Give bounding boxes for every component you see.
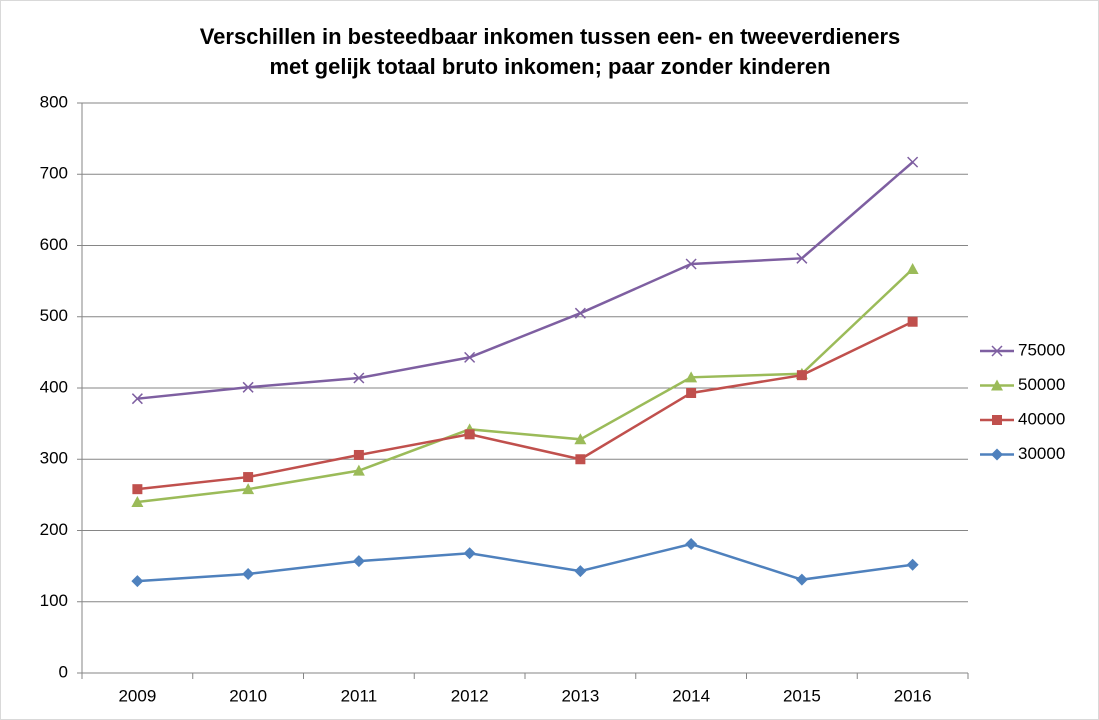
marker [992,415,1002,425]
marker [907,156,919,168]
x-tick-label: 2016 [894,686,932,705]
x-tick-label: 2015 [783,686,821,705]
chart-title: Verschillen in besteedbaar inkomen tusse… [200,24,901,49]
x-tick-label: 2009 [118,686,156,705]
marker [574,565,587,578]
marker [796,370,807,381]
marker [131,496,144,507]
legend-label: 40000 [1018,409,1065,428]
marker [906,558,919,571]
series-line [137,161,914,400]
marker [991,379,1003,391]
marker [464,429,475,440]
marker [242,483,255,495]
marker [685,258,697,270]
marker [353,449,364,460]
chart-title: met gelijk totaal bruto inkomen; paar zo… [269,54,830,79]
legend-label: 50000 [1018,375,1065,394]
y-tick-label: 0 [59,662,68,681]
marker [131,393,143,405]
y-tick-label: 400 [40,377,68,396]
marker [463,547,476,560]
marker [796,252,808,264]
x-tick-label: 2011 [341,686,378,705]
x-tick-label: 2010 [229,686,267,705]
marker [242,381,254,393]
marker [685,538,698,551]
marker [575,454,586,465]
y-tick-label: 500 [40,306,68,325]
x-tick-label: 2012 [451,686,489,705]
marker [353,372,365,384]
y-tick-label: 200 [40,520,68,539]
marker [574,307,586,319]
x-tick-label: 2013 [561,686,599,705]
legend-label: 75000 [1018,340,1065,359]
marker [907,316,918,327]
series-line [137,542,913,583]
marker [352,464,365,476]
y-tick-label: 300 [40,449,68,468]
marker [243,472,254,483]
marker [906,263,919,275]
y-tick-label: 700 [40,164,68,183]
marker [686,387,697,398]
x-tick-label: 2014 [672,686,710,705]
marker [991,448,1003,461]
y-tick-label: 600 [40,235,68,254]
marker [131,575,144,588]
y-tick-label: 100 [40,591,68,610]
series-line [137,268,914,504]
legend-label: 30000 [1018,444,1065,463]
marker [242,567,255,580]
marker [132,484,143,495]
marker [464,351,476,363]
marker [685,371,698,383]
marker [352,555,365,568]
y-tick-label: 800 [40,92,68,111]
marker [795,573,808,586]
series-line [137,320,914,491]
marker [991,345,1003,357]
marker [574,433,587,445]
